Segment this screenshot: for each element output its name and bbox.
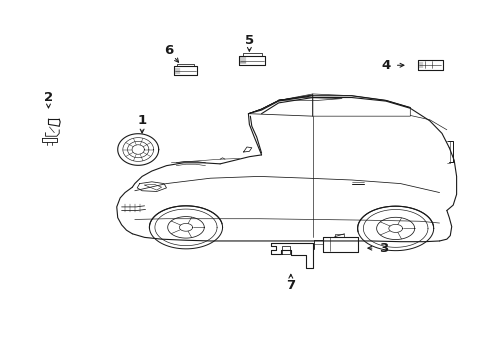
Text: 3: 3 [378, 242, 387, 255]
Text: 5: 5 [244, 33, 253, 47]
Text: 6: 6 [164, 44, 173, 57]
Text: 1: 1 [137, 114, 146, 127]
Text: 2: 2 [44, 91, 53, 104]
Text: 4: 4 [381, 59, 390, 72]
Text: 7: 7 [285, 279, 295, 292]
